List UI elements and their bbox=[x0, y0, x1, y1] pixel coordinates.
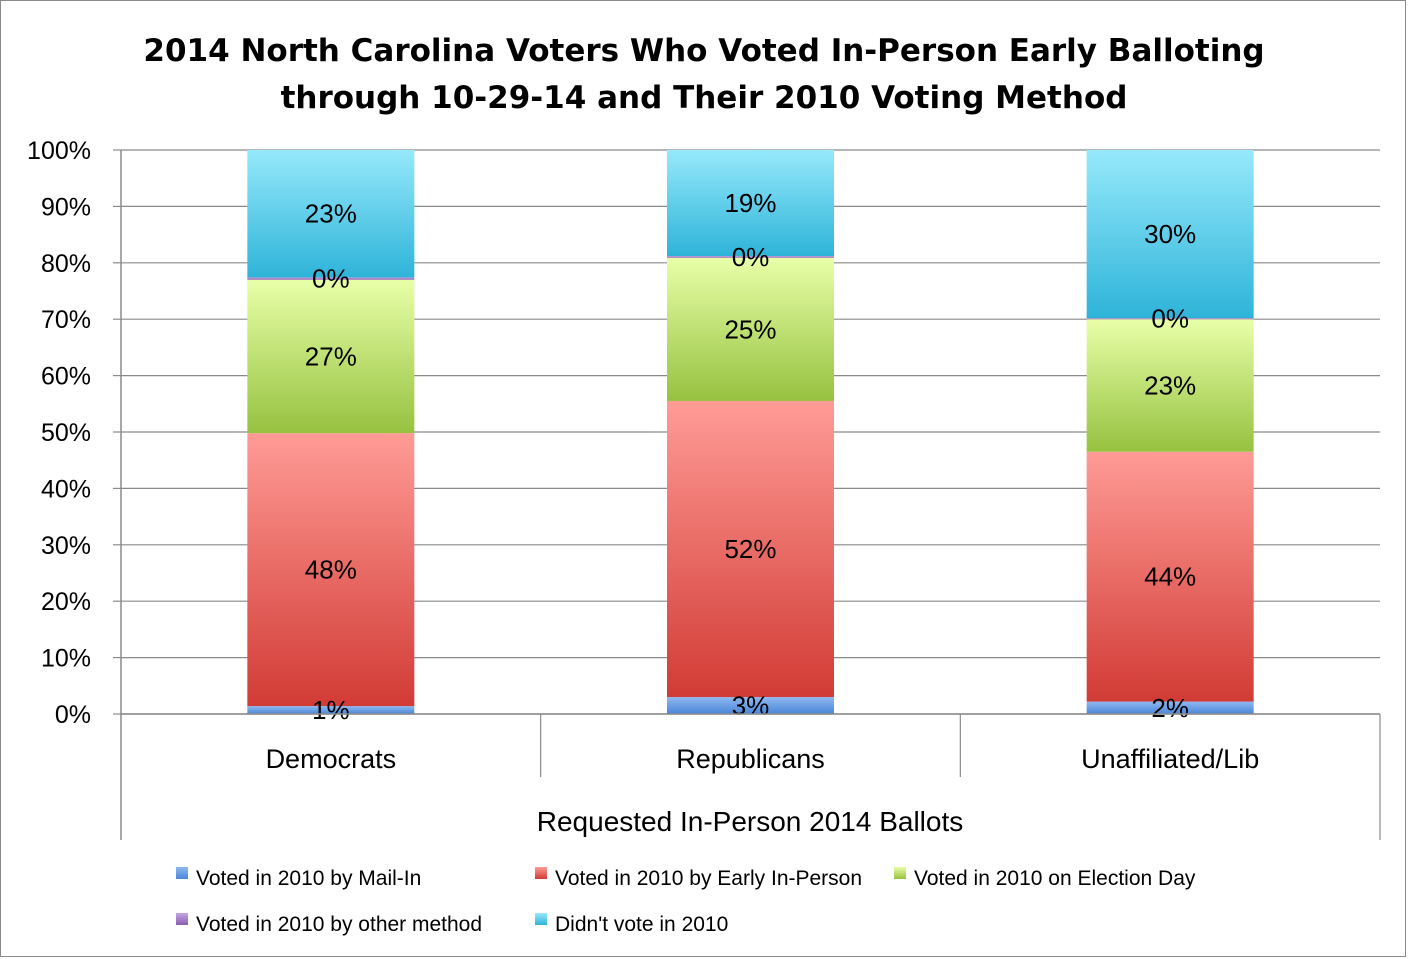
x-axis-title: Requested In-Person 2014 Ballots bbox=[537, 806, 964, 837]
legend-label: Voted in 2010 by other method bbox=[196, 913, 482, 936]
category-label: Democrats bbox=[266, 744, 397, 774]
data-label: 0% bbox=[312, 264, 350, 294]
bar-segment bbox=[667, 257, 834, 401]
y-axis-ticks: 0% 10% 20% 30% 40% 50% 60% 70% 80% 90% 100% bbox=[27, 137, 91, 729]
y-tick-label: 90% bbox=[41, 193, 91, 221]
chart-title: 2014 North Carolina Voters Who Voted In-… bbox=[0, 28, 1408, 122]
data-label: 2% bbox=[1151, 693, 1189, 723]
data-label: 48% bbox=[305, 555, 357, 585]
bar-segment bbox=[247, 279, 415, 434]
legend-swatch bbox=[176, 867, 188, 879]
category-label: Republicans bbox=[676, 744, 825, 774]
bar-segment bbox=[1086, 451, 1254, 702]
category-label: Unaffiliated/Lib bbox=[1081, 744, 1259, 774]
bar-segment bbox=[1086, 701, 1254, 714]
y-tick-label: 40% bbox=[41, 475, 91, 503]
data-label: 27% bbox=[305, 341, 357, 371]
legend-swatch bbox=[894, 867, 906, 879]
data-label: 23% bbox=[305, 199, 357, 229]
chart-title-line-1: 2014 North Carolina Voters Who Voted In-… bbox=[143, 33, 1265, 69]
data-label: 52% bbox=[724, 534, 776, 564]
chart-title-line-2: through 10-29-14 and Their 2010 Voting M… bbox=[280, 80, 1128, 116]
category-labels: Democrats Republicans Unaffiliated/Lib bbox=[266, 744, 1260, 774]
data-label: 1% bbox=[312, 695, 350, 725]
bar-segment bbox=[247, 706, 415, 714]
bars bbox=[247, 150, 1254, 714]
bar-segment bbox=[667, 256, 834, 258]
y-tick-label: 60% bbox=[41, 363, 91, 391]
bar-segment bbox=[1086, 319, 1254, 452]
legend-label: Voted in 2010 by Mail-In bbox=[196, 867, 421, 890]
y-tick-label: 0% bbox=[55, 701, 91, 729]
legend-label: Voted in 2010 on Election Day bbox=[914, 867, 1196, 890]
y-tick-label: 80% bbox=[41, 250, 91, 278]
legend-swatch bbox=[535, 913, 547, 925]
y-tick-label: 50% bbox=[41, 419, 91, 447]
bar-segment bbox=[667, 150, 834, 257]
y-tick-label: 30% bbox=[41, 532, 91, 560]
data-label: 30% bbox=[1144, 219, 1196, 249]
data-label: 0% bbox=[1151, 304, 1189, 334]
legend-swatch bbox=[535, 867, 547, 879]
legend-swatch bbox=[176, 913, 188, 925]
bar-segment bbox=[667, 400, 834, 698]
bar-segment bbox=[247, 433, 415, 707]
y-tick-label: 20% bbox=[41, 588, 91, 616]
y-tick-label: 10% bbox=[41, 645, 91, 673]
data-label: 3% bbox=[732, 691, 770, 721]
axes bbox=[120, 150, 1381, 840]
bar-segment bbox=[667, 697, 834, 714]
data-label: 23% bbox=[1144, 370, 1196, 400]
data-label: 44% bbox=[1144, 562, 1196, 592]
y-tick-label: 70% bbox=[41, 306, 91, 334]
data-label: 19% bbox=[724, 188, 776, 218]
legend: Voted in 2010 by Mail-In Voted in 2010 by… bbox=[176, 867, 1196, 936]
legend-label: Voted in 2010 by Early In-Person bbox=[555, 867, 862, 890]
data-label: 0% bbox=[732, 242, 770, 272]
legend-label: Didn't vote in 2010 bbox=[555, 913, 728, 936]
bar-segment bbox=[247, 150, 415, 278]
data-labels: 1% 48% 27% 0% 23% 3% 52% 25% 0% 19% 2% 44% 23% 0% 30% bbox=[305, 188, 1196, 725]
bar-segment bbox=[247, 277, 415, 280]
bar-segment bbox=[1086, 318, 1254, 320]
bar-segment bbox=[1086, 150, 1254, 319]
y-tick-label: 100% bbox=[27, 137, 91, 165]
data-label: 25% bbox=[724, 314, 776, 344]
